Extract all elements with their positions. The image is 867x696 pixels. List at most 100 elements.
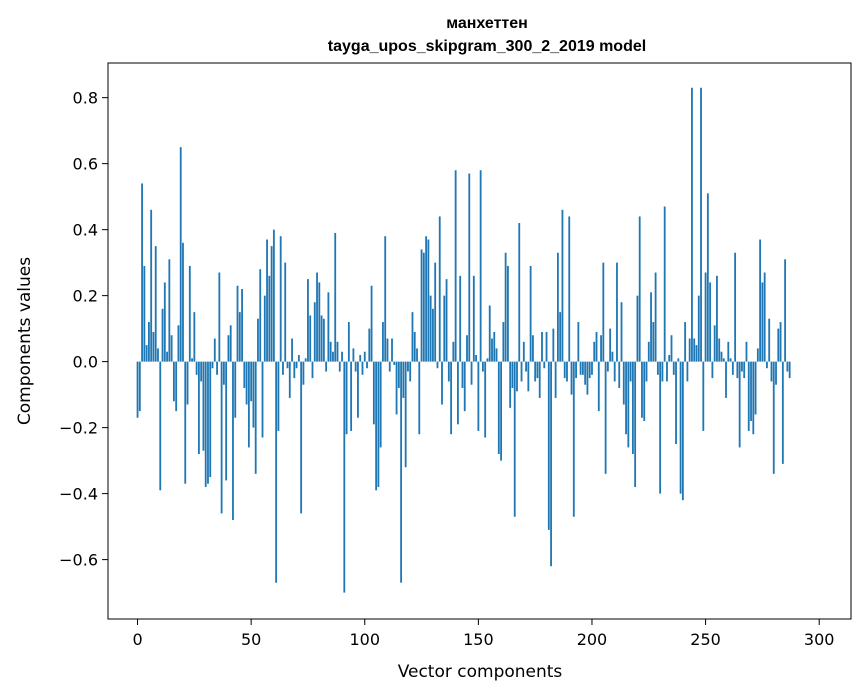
bar xyxy=(261,361,264,438)
bar xyxy=(684,322,687,362)
bar xyxy=(484,361,487,438)
y-axis-ticks: −0.6 −0.4 −0.2 0.0 0.2 0.4 0.6 0.8 xyxy=(59,89,108,570)
bar xyxy=(177,325,180,362)
bar xyxy=(388,361,391,372)
bar xyxy=(618,361,621,389)
bar xyxy=(270,246,273,362)
bar xyxy=(182,242,184,362)
y-tick-label: 0.2 xyxy=(73,287,98,306)
bar xyxy=(706,193,709,362)
bar xyxy=(175,361,178,412)
bar xyxy=(179,147,182,362)
bar xyxy=(141,183,143,362)
bar xyxy=(172,361,175,402)
bar xyxy=(188,265,191,362)
bar xyxy=(359,355,362,362)
bar xyxy=(654,272,657,362)
bar xyxy=(572,361,575,517)
bar xyxy=(170,335,173,362)
bar xyxy=(338,361,341,372)
bar xyxy=(229,325,232,362)
bar xyxy=(418,361,421,435)
bar xyxy=(543,361,546,369)
bar xyxy=(232,361,234,521)
bar xyxy=(725,361,727,398)
bar xyxy=(352,348,355,362)
bar xyxy=(384,236,387,362)
bar xyxy=(470,361,473,385)
x-tick-label: 150 xyxy=(463,630,494,649)
bar xyxy=(313,302,316,362)
bar xyxy=(336,341,339,362)
bar xyxy=(756,348,759,362)
bar xyxy=(672,361,675,375)
bar xyxy=(702,361,705,431)
bar xyxy=(554,361,557,398)
bar xyxy=(282,361,284,375)
bar xyxy=(386,338,389,362)
bar xyxy=(379,361,382,448)
bar xyxy=(438,216,441,362)
bar xyxy=(168,259,171,362)
bar xyxy=(604,361,607,474)
bar xyxy=(761,282,764,362)
bar xyxy=(786,361,789,372)
bar xyxy=(750,361,752,422)
bar xyxy=(666,361,668,382)
bar xyxy=(584,361,587,385)
bar xyxy=(420,249,423,362)
bar xyxy=(647,341,650,362)
bar xyxy=(547,361,550,530)
bar xyxy=(257,318,259,362)
bar xyxy=(422,252,425,362)
bar xyxy=(759,239,762,362)
bar xyxy=(679,361,682,494)
bar xyxy=(506,265,509,362)
bar xyxy=(482,361,484,372)
bar xyxy=(441,361,443,405)
bar xyxy=(193,312,196,362)
bar xyxy=(138,361,141,412)
bar xyxy=(425,236,428,362)
bar xyxy=(202,361,205,451)
bar xyxy=(550,361,552,567)
y-tick-label: 0.6 xyxy=(73,155,98,174)
bar xyxy=(343,361,346,593)
bar xyxy=(495,348,498,362)
bar xyxy=(559,312,562,362)
bar xyxy=(468,173,471,362)
bar xyxy=(754,361,757,415)
bar xyxy=(377,361,380,488)
bar xyxy=(579,361,582,375)
bar xyxy=(500,361,502,461)
bar xyxy=(729,358,732,362)
bar xyxy=(284,262,287,362)
bar xyxy=(147,322,150,362)
bar xyxy=(322,318,325,362)
bar xyxy=(609,328,612,362)
bar xyxy=(529,265,532,362)
bar xyxy=(195,361,198,375)
bar xyxy=(722,358,725,362)
bar xyxy=(591,361,593,375)
y-tick-label: 0.8 xyxy=(73,89,98,108)
bar xyxy=(154,246,157,362)
bar xyxy=(670,335,673,362)
bar xyxy=(718,338,721,362)
bar xyxy=(443,295,446,362)
bar xyxy=(570,361,573,395)
bar xyxy=(413,331,416,362)
bar xyxy=(357,361,359,418)
bar xyxy=(688,338,691,362)
bar xyxy=(245,361,248,405)
bar xyxy=(713,325,716,362)
bar xyxy=(463,361,466,412)
bar xyxy=(434,262,437,362)
bar xyxy=(432,308,434,362)
bar xyxy=(711,361,714,379)
bar xyxy=(731,361,734,375)
bar xyxy=(136,361,139,418)
bar xyxy=(491,338,493,362)
bar xyxy=(738,361,741,448)
